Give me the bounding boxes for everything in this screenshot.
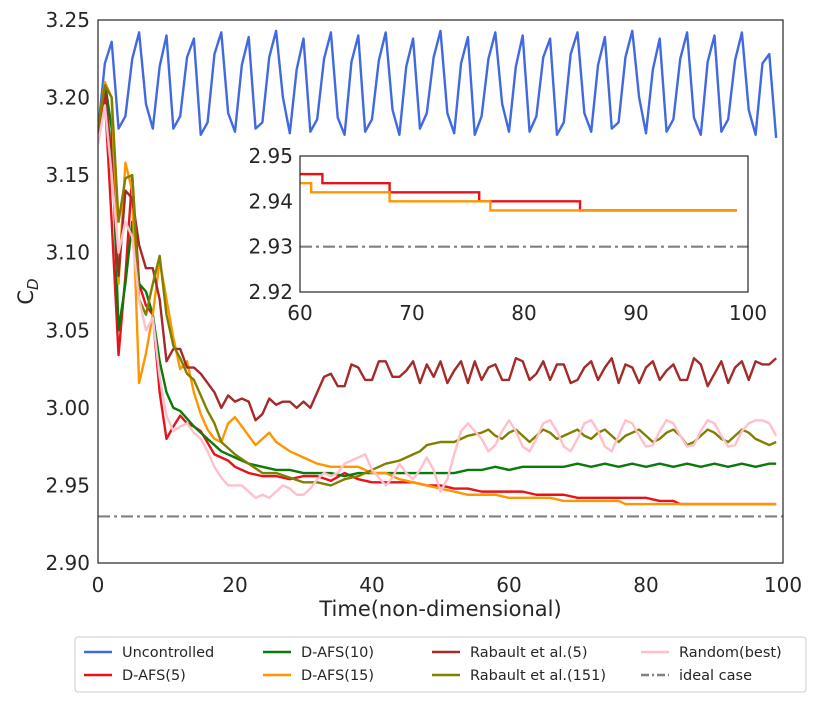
x-tick-label: 20 — [222, 573, 247, 597]
inset-series-line-d-afs-5 — [300, 172, 737, 212]
legend-label: Random(best) — [679, 645, 782, 661]
inset-x-tick-label: 80 — [511, 301, 536, 325]
x-tick-label: 60 — [496, 573, 521, 597]
main-axes-frame — [97, 19, 784, 564]
inset-plot-area — [300, 156, 748, 292]
legend-item-random-best: Random(best) — [641, 645, 782, 661]
x-tick-label: 40 — [359, 573, 384, 597]
x-tick-label: 100 — [764, 573, 802, 597]
legend-item-rabault-et-al-151: Rabault et al.(151) — [432, 668, 606, 684]
inset-x-tick-label: 60 — [287, 301, 312, 325]
legend-label: D-AFS(10) — [301, 645, 374, 661]
inset-y-tick-label: 2.92 — [248, 280, 293, 304]
x-tick-label: 0 — [92, 573, 105, 597]
y-tick-label: 2.90 — [45, 551, 90, 575]
series-line-rabault-et-al-5 — [98, 87, 777, 422]
y-axis-label-subscript: D — [24, 278, 42, 290]
legend: Uncontrolled D-AFS(5) D-AFS(10) D-AFS(15) Ra… — [74, 636, 807, 693]
series-line-d-afs-10 — [98, 80, 777, 478]
legend-item-uncontrolled: Uncontrolled — [84, 645, 214, 661]
inset-x-tick-label: 70 — [399, 301, 424, 325]
legend-label: Uncontrolled — [122, 645, 214, 661]
legend-label: Rabault et al.(151) — [470, 668, 606, 684]
inset-series-group — [300, 172, 748, 248]
x-tick-label: 80 — [633, 573, 658, 597]
legend-label: ideal case — [679, 668, 752, 684]
y-tick-label: 3.25 — [45, 8, 90, 32]
y-tick-label: 3.10 — [45, 241, 90, 265]
series-line-uncontrolled — [98, 29, 778, 139]
legend-item-ideal-case: ideal case — [641, 668, 752, 684]
y-tick-label: 2.95 — [45, 473, 90, 497]
inset-y-tick-label: 2.95 — [248, 144, 293, 168]
legend-item-d-afs-15: D-AFS(15) — [263, 668, 374, 684]
x-axis-label: Time(non-dimensional) — [318, 597, 561, 621]
inset-y-tick-label: 2.94 — [248, 189, 293, 213]
legend-label: D-AFS(15) — [301, 668, 374, 684]
main-series-group — [98, 29, 783, 518]
y-axis-label-base: C — [14, 290, 38, 305]
series-line-d-afs-5 — [98, 96, 777, 506]
inset-series-line-d-afs-15 — [300, 181, 737, 212]
y-tick-label: 3.00 — [45, 396, 90, 420]
inset-x-tick-label: 90 — [623, 301, 648, 325]
inset-axes-frame — [299, 155, 749, 293]
inset-y-tick-label: 2.93 — [248, 235, 293, 259]
inset-x-tick-label: 100 — [729, 301, 767, 325]
y-tick-label: 3.20 — [45, 86, 90, 110]
inset-chart: 60 70 80 90 100 2.92 2.93 2.94 2.95 — [248, 144, 767, 325]
legend-label: Rabault et al.(5) — [470, 645, 588, 661]
axis-labels: Time(non-dimensional) CD — [14, 278, 562, 621]
y-tick-label: 3.15 — [45, 163, 90, 187]
y-axis-label: CD — [14, 278, 42, 304]
legend-label: D-AFS(5) — [122, 668, 186, 684]
legend-item-rabault-et-al-5: Rabault et al.(5) — [432, 645, 588, 661]
legend-item-d-afs-10: D-AFS(10) — [263, 645, 374, 661]
series-line-d-afs-15 — [98, 80, 777, 506]
legend-item-d-afs-5: D-AFS(5) — [84, 668, 186, 684]
series-line-random-best — [98, 104, 778, 500]
legend-box — [74, 636, 807, 693]
y-tick-label: 3.05 — [45, 318, 90, 342]
